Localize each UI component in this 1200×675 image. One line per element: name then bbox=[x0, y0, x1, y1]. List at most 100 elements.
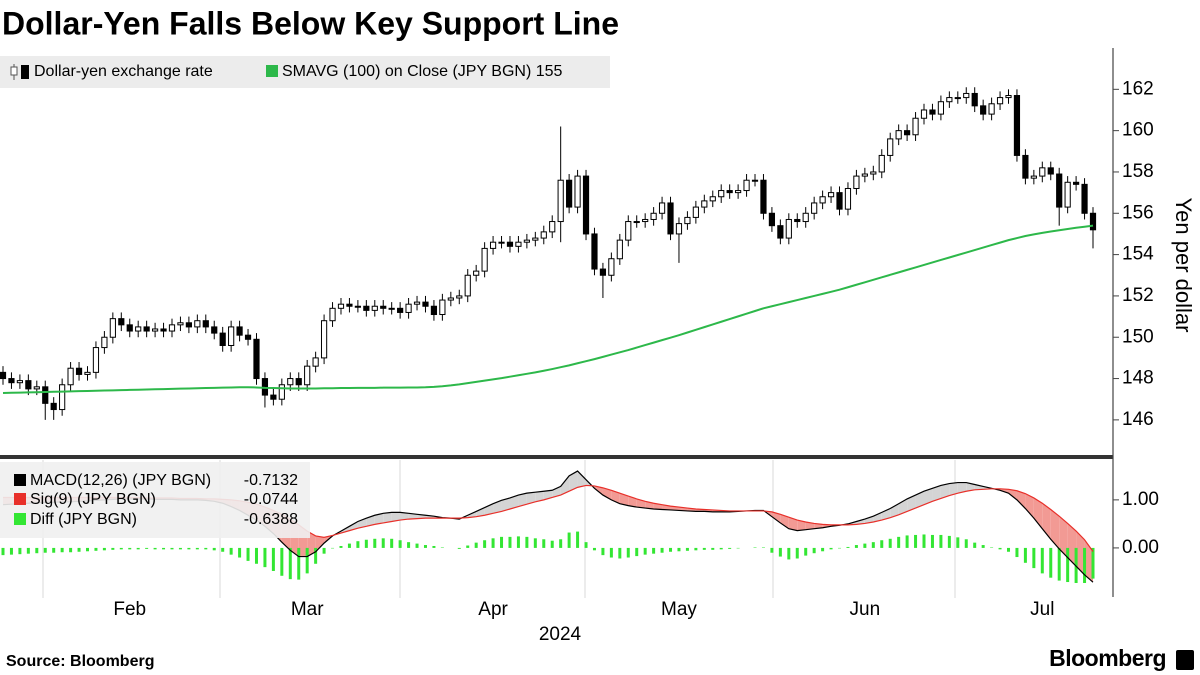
macd-fill bbox=[881, 508, 891, 521]
macd-fill bbox=[771, 511, 781, 523]
diff-bar bbox=[85, 547, 89, 552]
candle-body bbox=[413, 301, 421, 305]
candle-body bbox=[929, 109, 936, 115]
diff-bar bbox=[956, 537, 960, 548]
candle-body bbox=[236, 326, 243, 336]
y-tick-label: 162 bbox=[1122, 78, 1154, 99]
candle-body bbox=[363, 305, 370, 311]
candle-body bbox=[0, 371, 7, 380]
candle-body bbox=[287, 378, 294, 386]
diff-bar bbox=[145, 547, 149, 549]
diff-bar bbox=[356, 541, 360, 548]
macd-fill bbox=[535, 491, 544, 502]
candle-body bbox=[971, 92, 978, 107]
diff-bar bbox=[728, 547, 732, 549]
diff-bar bbox=[398, 540, 402, 548]
diff-bar bbox=[94, 547, 98, 551]
candle-body bbox=[50, 402, 57, 411]
candle-body bbox=[42, 386, 49, 404]
diff-bar bbox=[964, 539, 968, 548]
macd-fill bbox=[957, 482, 967, 494]
x-tick-label: Feb bbox=[113, 599, 146, 620]
diff-bar bbox=[846, 546, 850, 548]
candle-body bbox=[667, 202, 674, 235]
candle-body bbox=[67, 367, 74, 386]
candle-body bbox=[726, 190, 733, 194]
diff-bar bbox=[204, 547, 208, 550]
macd-fill bbox=[915, 491, 925, 509]
diff-bar bbox=[297, 547, 301, 580]
candle-body bbox=[743, 179, 750, 192]
y-tick-label: 154 bbox=[1122, 244, 1154, 265]
legend-value: -0.6388 bbox=[244, 511, 298, 528]
candle-body bbox=[616, 239, 623, 260]
diff-bar bbox=[821, 547, 825, 552]
diff-bar bbox=[381, 538, 385, 548]
candle-body bbox=[1030, 175, 1037, 179]
candle-body bbox=[33, 386, 40, 390]
diff-bar bbox=[778, 547, 782, 557]
y-tick-label: 150 bbox=[1122, 326, 1154, 347]
x-tick-label: Jul bbox=[1030, 599, 1054, 620]
candle-body bbox=[549, 221, 556, 233]
candle-body bbox=[109, 318, 116, 338]
candle-body bbox=[718, 190, 725, 198]
candle-body bbox=[59, 384, 66, 411]
macd-fill bbox=[1025, 493, 1034, 519]
diff-bar bbox=[939, 534, 943, 548]
candle-body bbox=[228, 326, 235, 347]
candle-body bbox=[751, 179, 759, 182]
candle-body bbox=[506, 241, 514, 247]
candle-body bbox=[143, 326, 150, 332]
diff-bar bbox=[500, 536, 504, 548]
candle-body bbox=[304, 365, 311, 386]
candle-body bbox=[346, 303, 353, 307]
candle-body bbox=[270, 394, 277, 400]
candle-body bbox=[963, 92, 970, 99]
candle-body bbox=[481, 247, 488, 272]
candle-body bbox=[827, 192, 835, 198]
candle-body bbox=[709, 196, 716, 202]
diff-bar bbox=[1049, 547, 1053, 578]
diff-bar bbox=[246, 547, 250, 561]
diff-bar bbox=[35, 547, 39, 554]
candle-body bbox=[101, 336, 108, 349]
diff-bar bbox=[1066, 547, 1070, 583]
candle-body bbox=[633, 221, 640, 224]
macd-fill bbox=[509, 495, 519, 510]
candle-body bbox=[320, 320, 328, 359]
y-axis-title: Yen per dollar bbox=[1171, 198, 1196, 333]
diff-bar bbox=[314, 547, 318, 564]
legend-swatch bbox=[14, 513, 26, 525]
candle-body bbox=[439, 299, 446, 316]
sma-line bbox=[2, 224, 1094, 395]
candle-body bbox=[904, 130, 911, 136]
macd-fill bbox=[1016, 490, 1026, 509]
diff-bar bbox=[466, 545, 470, 548]
diff-bar bbox=[567, 532, 571, 548]
brand-icon bbox=[1176, 650, 1194, 670]
diff-bar bbox=[592, 547, 596, 551]
x-tick-label: Jun bbox=[850, 599, 881, 620]
candle-body bbox=[456, 295, 463, 299]
macd-fill bbox=[501, 497, 510, 512]
x-axis-title: 2024 bbox=[539, 624, 582, 645]
diff-bar bbox=[52, 547, 56, 553]
candle-body bbox=[211, 326, 218, 334]
legend-box bbox=[0, 56, 610, 88]
x-tick-label: Apr bbox=[478, 599, 508, 620]
macd-fill bbox=[797, 520, 806, 531]
candle-body bbox=[980, 105, 987, 115]
candle-body bbox=[768, 212, 776, 227]
candle-body bbox=[397, 307, 404, 313]
diff-bar bbox=[254, 547, 258, 564]
diff-bar bbox=[221, 547, 225, 552]
macd-fill bbox=[940, 483, 950, 499]
diff-bar bbox=[618, 547, 622, 559]
candle-body bbox=[405, 303, 412, 313]
diff-bar bbox=[829, 547, 833, 550]
y-tick-label: 158 bbox=[1122, 161, 1154, 182]
diff-bar bbox=[457, 547, 461, 549]
diff-bar bbox=[880, 540, 884, 548]
macd-fill bbox=[907, 495, 916, 512]
